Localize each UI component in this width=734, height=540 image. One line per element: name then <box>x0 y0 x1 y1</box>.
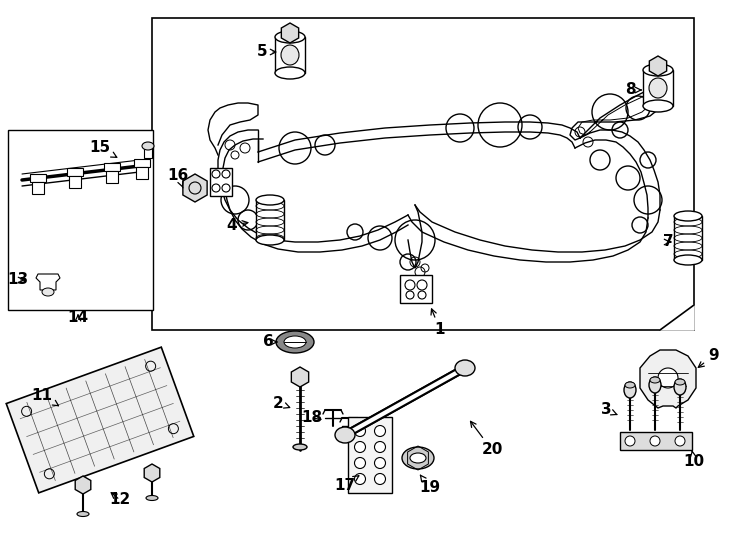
Polygon shape <box>30 174 46 182</box>
Ellipse shape <box>146 496 158 501</box>
Text: 18: 18 <box>302 410 322 426</box>
Circle shape <box>374 474 385 484</box>
Ellipse shape <box>674 379 686 395</box>
Text: 2: 2 <box>272 395 290 410</box>
Bar <box>275 37 305 73</box>
Text: 1: 1 <box>431 309 446 338</box>
Ellipse shape <box>142 142 154 150</box>
Ellipse shape <box>675 379 685 385</box>
Bar <box>8 130 153 310</box>
Circle shape <box>650 436 660 446</box>
Text: 11: 11 <box>32 388 59 406</box>
Text: 8: 8 <box>625 83 642 98</box>
Text: 12: 12 <box>109 492 131 508</box>
Polygon shape <box>136 167 148 179</box>
Text: 4: 4 <box>227 218 248 233</box>
Circle shape <box>374 457 385 469</box>
Ellipse shape <box>256 235 284 245</box>
Ellipse shape <box>77 511 89 516</box>
Circle shape <box>374 442 385 453</box>
Bar <box>210 168 232 196</box>
Polygon shape <box>69 176 81 188</box>
Bar <box>620 432 692 450</box>
Ellipse shape <box>410 453 426 463</box>
Ellipse shape <box>42 288 54 296</box>
Circle shape <box>355 457 366 469</box>
Ellipse shape <box>649 78 667 98</box>
Polygon shape <box>134 159 150 167</box>
Circle shape <box>355 426 366 436</box>
Ellipse shape <box>649 377 661 393</box>
Circle shape <box>374 426 385 436</box>
Ellipse shape <box>335 427 355 443</box>
Bar <box>348 417 392 493</box>
Ellipse shape <box>281 45 299 65</box>
Polygon shape <box>6 347 194 493</box>
Polygon shape <box>640 350 696 408</box>
Polygon shape <box>104 163 120 171</box>
Text: 5: 5 <box>257 44 276 59</box>
Polygon shape <box>106 171 118 183</box>
Circle shape <box>355 442 366 453</box>
Circle shape <box>675 436 685 446</box>
Ellipse shape <box>402 447 434 469</box>
Ellipse shape <box>650 377 660 383</box>
Text: 19: 19 <box>419 475 440 496</box>
Text: 3: 3 <box>600 402 617 417</box>
Ellipse shape <box>455 360 475 376</box>
Ellipse shape <box>674 255 702 265</box>
Ellipse shape <box>625 382 635 388</box>
Ellipse shape <box>674 211 702 221</box>
Text: 15: 15 <box>90 140 117 157</box>
Text: 10: 10 <box>683 451 705 469</box>
Bar <box>643 70 673 106</box>
Ellipse shape <box>624 382 636 398</box>
Text: 17: 17 <box>335 476 359 492</box>
Text: 6: 6 <box>263 334 277 349</box>
Ellipse shape <box>275 31 305 43</box>
Ellipse shape <box>293 444 307 450</box>
Bar <box>674 216 702 260</box>
Ellipse shape <box>284 336 306 348</box>
Text: 16: 16 <box>167 167 189 188</box>
Bar <box>256 200 284 240</box>
Circle shape <box>355 474 366 484</box>
Bar <box>152 18 694 330</box>
Text: 14: 14 <box>68 310 89 326</box>
Bar <box>144 148 152 158</box>
Bar <box>400 275 432 303</box>
Text: 13: 13 <box>7 273 29 287</box>
Text: 9: 9 <box>698 348 719 367</box>
Ellipse shape <box>275 67 305 79</box>
Polygon shape <box>660 305 694 330</box>
Polygon shape <box>32 182 44 194</box>
Text: 7: 7 <box>663 234 673 249</box>
Text: 20: 20 <box>470 421 503 457</box>
Polygon shape <box>67 168 83 176</box>
Ellipse shape <box>256 195 284 205</box>
Circle shape <box>625 436 635 446</box>
Ellipse shape <box>643 100 673 112</box>
Ellipse shape <box>276 331 314 353</box>
Polygon shape <box>36 274 60 290</box>
Ellipse shape <box>643 64 673 76</box>
Circle shape <box>658 368 678 388</box>
